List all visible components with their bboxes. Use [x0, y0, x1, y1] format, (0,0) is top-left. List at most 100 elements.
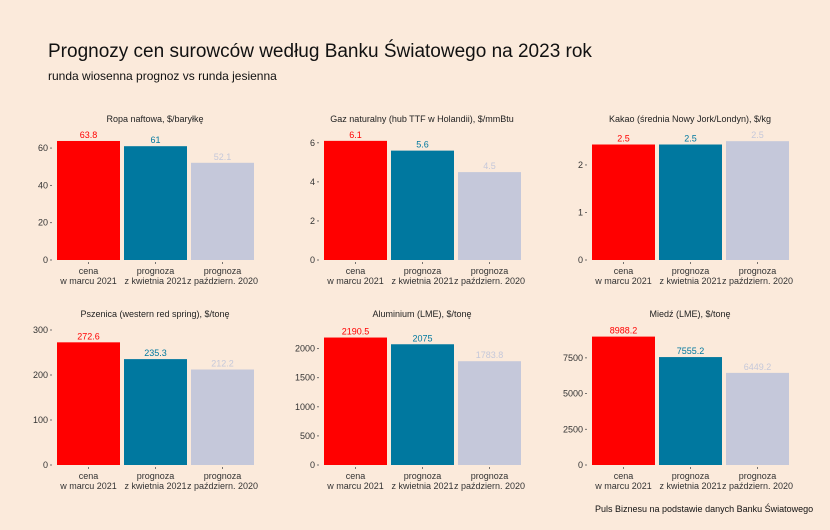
facet-title: Gaz naturalny (hub TTF w Holandii), $/mm…	[330, 114, 513, 124]
bar	[391, 344, 454, 465]
value-label: 63.8	[80, 130, 98, 140]
category-label: prognoza	[137, 266, 175, 276]
category-label: w marcu 2021	[594, 481, 652, 491]
source-caption: Puls Biznesu na podstawie danych Banku Ś…	[595, 504, 814, 514]
category-label: z kwietnia 2021	[391, 481, 453, 491]
category-label: prognoza	[404, 266, 442, 276]
y-tick-label: 200	[33, 370, 48, 380]
y-tick-label: 500	[300, 431, 315, 441]
category-label: z październ. 2020	[187, 276, 258, 286]
category-label: z kwietnia 2021	[124, 276, 186, 286]
value-label: 2.5	[617, 134, 630, 144]
facet-4: Aluminium (LME), $/tonę 0 500 1000 1500 2000 2…	[295, 309, 525, 491]
category-label: w marcu 2021	[326, 481, 384, 491]
bar	[57, 140, 120, 260]
facet-0: Ropa naftowa, $/baryłkę 0 20 40 60 63.8 cenaw …	[38, 114, 258, 286]
category-label: z kwietnia 2021	[391, 276, 453, 286]
y-tick-label: 0	[43, 255, 48, 265]
category-label: cena	[346, 471, 366, 481]
y-tick-label: 0	[310, 255, 315, 265]
y-tick-label: 2	[578, 160, 583, 170]
y-tick-label: 1	[578, 207, 583, 217]
facet-title: Kakao (średnia Nowy Jork/Londyn), $/kg	[609, 114, 771, 124]
category-label: prognoza	[204, 471, 242, 481]
value-label: 212.2	[211, 359, 234, 369]
category-label: z październ. 2020	[454, 276, 525, 286]
category-label: z kwietnia 2021	[659, 276, 721, 286]
y-tick-label: 60	[38, 143, 48, 153]
category-label: prognoza	[739, 266, 777, 276]
category-label: prognoza	[404, 471, 442, 481]
y-tick-label: 6	[310, 138, 315, 148]
category-label: w marcu 2021	[59, 481, 117, 491]
y-tick-label: 0	[310, 460, 315, 470]
bar	[191, 369, 254, 465]
y-tick-label: 2000	[295, 344, 315, 354]
category-label: z październ. 2020	[722, 276, 793, 286]
y-tick-label: 20	[38, 218, 48, 228]
y-tick-label: 0	[578, 255, 583, 265]
category-label: cena	[614, 266, 634, 276]
chart-subtitle: runda wiosenna prognoz vs runda jesienna	[48, 69, 277, 83]
value-label: 235.3	[144, 348, 167, 358]
value-label: 6.1	[349, 130, 362, 140]
category-label: z kwietnia 2021	[659, 481, 721, 491]
y-tick-label: 40	[38, 180, 48, 190]
bar	[592, 144, 655, 260]
facet-title: Aluminium (LME), $/tonę	[372, 309, 471, 319]
y-tick-label: 300	[33, 325, 48, 335]
category-label: z październ. 2020	[722, 481, 793, 491]
value-label: 8988.2	[610, 326, 638, 336]
category-label: prognoza	[137, 471, 175, 481]
y-tick-label: 2500	[563, 424, 583, 434]
category-label: w marcu 2021	[594, 276, 652, 286]
y-tick-label: 1000	[295, 402, 315, 412]
bar	[124, 359, 187, 465]
facet-2: Kakao (średnia Nowy Jork/Londyn), $/kg 0 1…	[578, 114, 793, 286]
chart-title: Prognozy cen surowców według Banku Świat…	[48, 41, 592, 62]
category-label: prognoza	[739, 471, 777, 481]
y-tick-label: 100	[33, 415, 48, 425]
value-label: 52.1	[214, 152, 232, 162]
facet-1: Gaz naturalny (hub TTF w Holandii), $/mm…	[310, 114, 525, 286]
y-tick-label: 7500	[563, 353, 583, 363]
category-label: cena	[79, 471, 99, 481]
value-label: 7555.2	[677, 346, 705, 356]
facet-3: Pszenica (western red spring), $/tonę 0 10…	[33, 309, 258, 491]
bar	[726, 141, 789, 260]
category-label: w marcu 2021	[326, 276, 384, 286]
bar	[659, 144, 722, 260]
value-label: 272.6	[77, 331, 100, 341]
y-tick-label: 4	[310, 177, 315, 187]
value-label: 6449.2	[744, 362, 772, 372]
bar	[57, 342, 120, 465]
bar	[124, 146, 187, 260]
category-label: prognoza	[672, 266, 710, 276]
bar	[458, 172, 521, 260]
category-label: prognoza	[672, 471, 710, 481]
facet-5: Miedź (LME), $/tonę 0 2500 5000 7500 8988.2 ce…	[563, 309, 793, 491]
category-label: cena	[346, 266, 366, 276]
value-label: 4.5	[483, 161, 496, 171]
category-label: cena	[79, 266, 99, 276]
bar	[391, 150, 454, 260]
value-label: 2.5	[684, 134, 697, 144]
bar	[592, 336, 655, 465]
value-label: 2075	[412, 333, 432, 343]
bar	[458, 361, 521, 465]
value-label: 2190.5	[342, 327, 370, 337]
bar	[324, 140, 387, 260]
category-label: cena	[614, 471, 634, 481]
y-tick-label: 5000	[563, 389, 583, 399]
y-tick-label: 0	[578, 460, 583, 470]
category-label: prognoza	[471, 266, 509, 276]
value-label: 5.6	[416, 140, 429, 150]
bar	[659, 357, 722, 465]
facet-title: Pszenica (western red spring), $/tonę	[80, 309, 229, 319]
value-label: 1783.8	[476, 350, 504, 360]
facet-title: Ropa naftowa, $/baryłkę	[106, 114, 203, 124]
y-tick-label: 0	[43, 460, 48, 470]
bar	[726, 372, 789, 465]
value-label: 2.5	[751, 130, 764, 140]
